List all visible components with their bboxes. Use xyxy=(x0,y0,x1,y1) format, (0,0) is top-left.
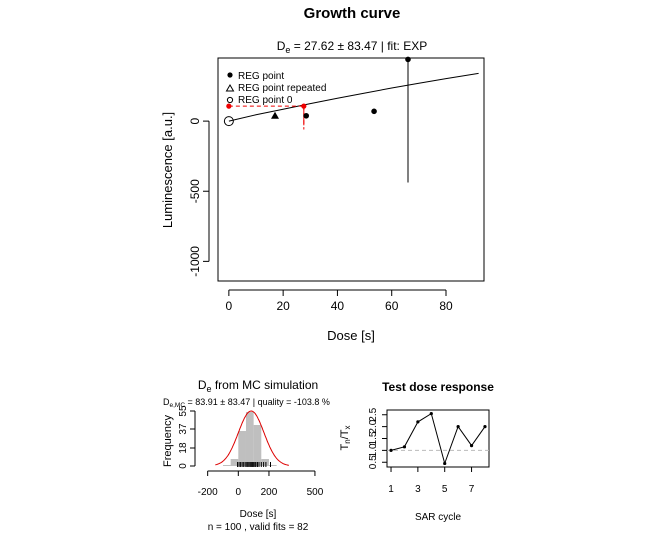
y-tick-label: 1.0 xyxy=(368,443,379,457)
x-tick-label: 0 xyxy=(236,487,242,498)
series-point xyxy=(469,444,474,448)
mc-title: De from MC simulation xyxy=(198,378,318,394)
y-tick-label: 37 xyxy=(178,423,189,435)
mc-y-axis: 0 18 37 55 xyxy=(178,405,196,469)
series-point xyxy=(402,445,407,449)
reg-point-marker xyxy=(405,56,411,63)
series-point xyxy=(483,425,487,429)
tdr-ylabel-s2: x xyxy=(343,426,352,430)
y-tick-label: 18 xyxy=(178,442,189,454)
growth-curve-xlabel: Dose [s] xyxy=(327,328,375,343)
x-tick-label: 1 xyxy=(388,484,394,495)
tdr-xlabel: SAR cycle xyxy=(415,512,462,523)
series-point xyxy=(429,411,433,416)
normal-curve-line xyxy=(215,410,289,466)
growth-curve-marks xyxy=(223,56,479,183)
de-value-text: = 27.62 ± 83.47 | fit: EXP xyxy=(290,39,427,53)
legend-reg-point-repeated-label: REG point repeated xyxy=(238,83,326,94)
y-tick-label: 2.0 xyxy=(368,419,379,433)
x-tick-label: 0 xyxy=(226,299,233,313)
mc-subtitle-text: = 83.91 ± 83.47 | quality = -103.8 % xyxy=(185,397,330,407)
mc-footnote: n = 100 , valid fits = 82 xyxy=(208,522,309,533)
growth-curve-x-axis: 0 20 40 60 80 xyxy=(226,289,453,313)
mc-title-de-symbol: D xyxy=(198,378,207,392)
x-tick-label: 500 xyxy=(307,487,324,498)
x-tick-label: 200 xyxy=(261,487,278,498)
series-point xyxy=(443,461,447,466)
x-tick-label: 20 xyxy=(276,299,290,313)
tdr-x-axis: 1 3 5 7 xyxy=(388,467,475,495)
growth-curve-title: Growth curve xyxy=(304,5,401,22)
legend-reg-point-0-label: REG point 0 xyxy=(238,95,293,106)
mc-subtitle-subscript: e,MC xyxy=(170,402,186,409)
tdr-title: Test dose response xyxy=(382,380,494,394)
y-tick-label: 0.5 xyxy=(368,455,379,469)
mc-ylabel: Frequency xyxy=(162,415,174,467)
mc-title-de-subscript: e xyxy=(206,384,211,394)
tdr-y-axis: 0.51.01.52.02.5 xyxy=(368,407,387,469)
histogram-bar xyxy=(245,412,254,466)
growth-curve-ylabel: Luminescence [a.u.] xyxy=(160,112,175,228)
legend-reg-point-symbol xyxy=(227,72,233,78)
x-tick-label: 80 xyxy=(439,299,453,313)
y-tick-label: 2.5 xyxy=(368,407,379,421)
histogram-bar xyxy=(238,431,246,466)
legend-reg-point-repeated-symbol xyxy=(225,84,235,92)
series-point xyxy=(456,425,460,429)
series-point xyxy=(416,420,420,424)
mc-subtitle: De,MC = 83.91 ± 83.47 | quality = -103.8… xyxy=(163,397,330,409)
y-tick-label: -1000 xyxy=(188,246,202,277)
series-point xyxy=(389,448,393,452)
mc-xlabel: Dose [s] xyxy=(240,509,277,520)
tdr-ylabel-t2: T xyxy=(339,429,351,436)
reg-point-0-marker xyxy=(223,116,234,127)
y-tick-label: 55 xyxy=(178,405,189,417)
fit-curve-line xyxy=(228,72,479,122)
histogram-bar xyxy=(222,465,231,466)
histogram-bar xyxy=(230,459,239,466)
x-tick-label: 3 xyxy=(415,484,421,495)
growth-curve-panel: Growth curve De = 27.62 ± 83.47 | fit: E… xyxy=(160,5,485,343)
reg-point-repeated-marker xyxy=(271,111,279,119)
x-tick-label: 40 xyxy=(331,299,345,313)
mc-title-text: from MC simulation xyxy=(212,378,319,392)
y-tick-label: 0 xyxy=(188,117,202,124)
mc-marks xyxy=(215,410,289,467)
legend-reg-point-label: REG point xyxy=(238,71,284,82)
y-tick-label: 0 xyxy=(178,463,189,469)
growth-curve-y-axis: -1000 -500 0 xyxy=(188,117,210,277)
reg-point-marker xyxy=(371,108,377,115)
x-tick-label: 5 xyxy=(442,484,448,495)
tdr-marks xyxy=(387,411,489,466)
mc-subtitle-symbol: D xyxy=(163,397,170,407)
tdr-ylabel-s1: n xyxy=(343,439,352,443)
lx-tx-point xyxy=(226,103,232,109)
histogram-bar xyxy=(268,465,277,466)
legend-reg-point-0-symbol xyxy=(226,96,234,104)
y-tick-label: 1.5 xyxy=(368,431,379,445)
growth-curve-legend: REG point REG point repeated REG point 0 xyxy=(225,71,326,106)
x-tick-label: 60 xyxy=(385,299,399,313)
de-subscript: e xyxy=(285,45,290,55)
de-symbol: D xyxy=(277,39,286,53)
growth-curve-plot-box xyxy=(217,57,485,282)
y-tick-label: -500 xyxy=(188,179,202,203)
tdr-ylabel-sep: / xyxy=(339,435,351,439)
tdr-ylabel: Tn/Tx xyxy=(339,426,352,451)
mc-x-axis: -200 0 200 500 xyxy=(198,470,324,498)
tdr-ylabel-t1: T xyxy=(339,443,351,450)
x-tick-label: 7 xyxy=(469,484,475,495)
histogram-bar xyxy=(253,425,262,466)
reg-point-marker xyxy=(303,112,310,119)
histogram-bar xyxy=(261,459,269,466)
growth-curve-subtitle: De = 27.62 ± 83.47 | fit: EXP xyxy=(277,39,427,55)
mc-simulation-panel: De from MC simulation De,MC = 83.91 ± 83… xyxy=(162,378,330,533)
x-tick-label: -200 xyxy=(198,487,218,498)
series-line xyxy=(390,412,486,466)
